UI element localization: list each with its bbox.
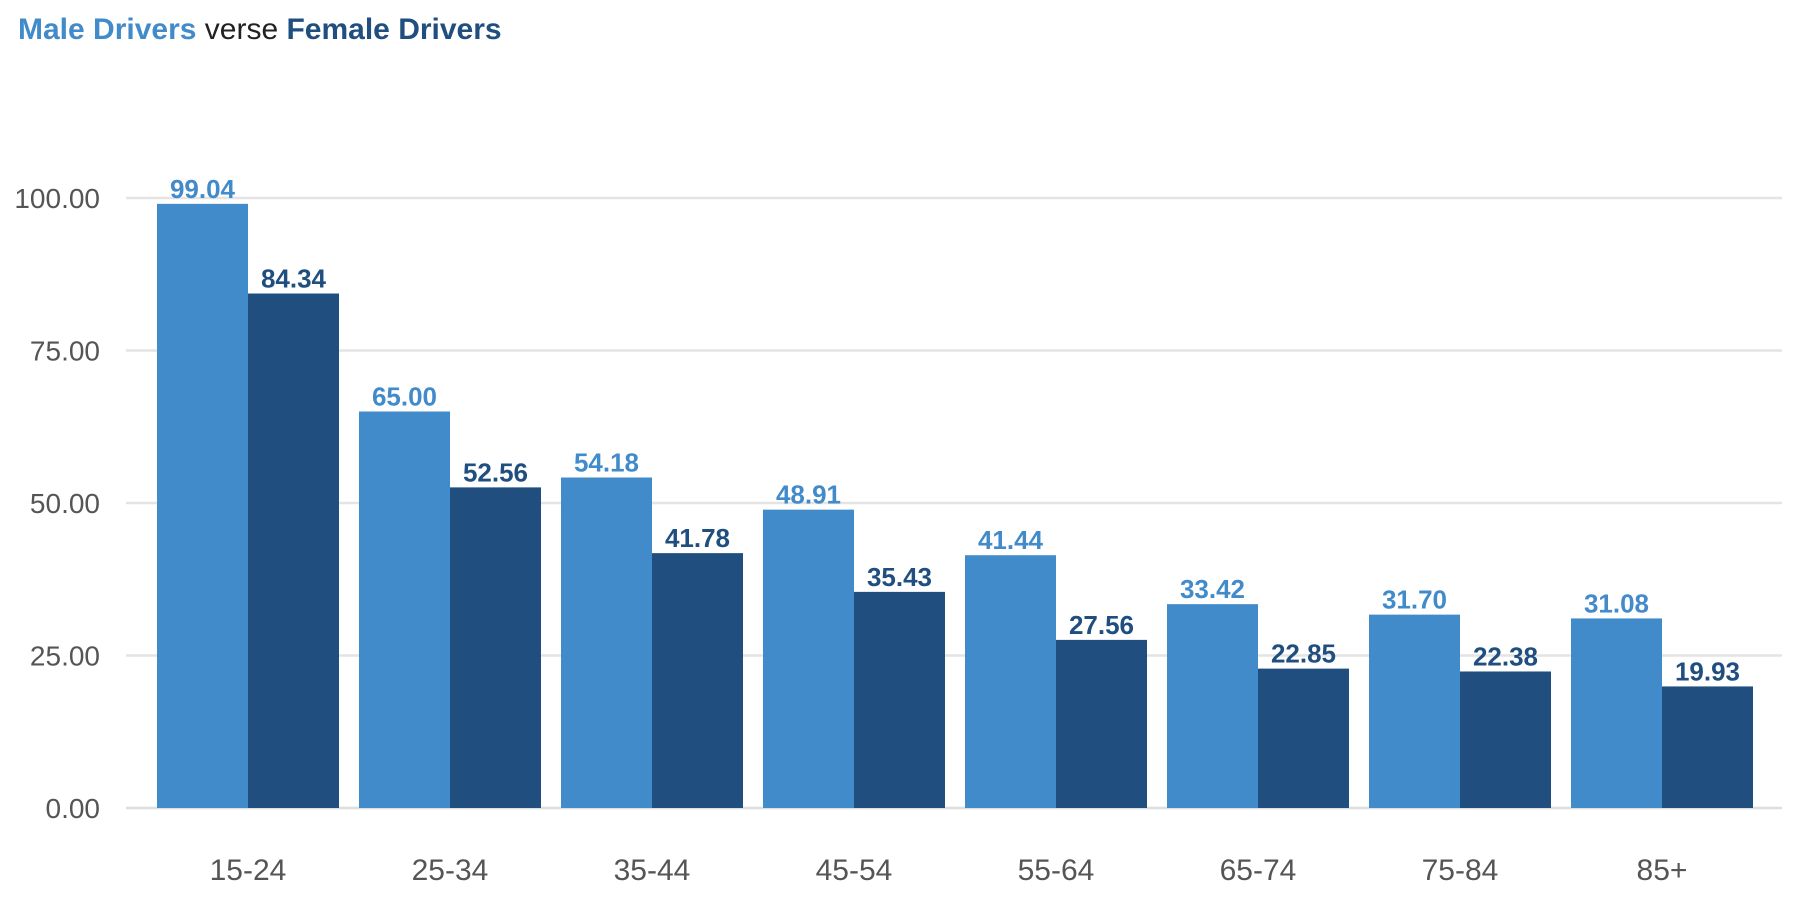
x-tick-label: 45-54 [816, 854, 893, 887]
bar-male [359, 411, 450, 808]
x-tick-label: 15-24 [210, 854, 287, 887]
data-label-male: 31.08 [1584, 588, 1649, 618]
x-tick-label: 85+ [1637, 854, 1688, 887]
bar-male [1571, 618, 1662, 808]
data-label-male: 48.91 [776, 480, 841, 510]
bar-female [1056, 639, 1147, 808]
bar-male [965, 555, 1056, 808]
bar-labels: 99.04 84.34 65.00 52.56 54.18 41.78 48.91 35.43… [170, 174, 1740, 687]
title-verse: verse [196, 13, 287, 46]
bar-male [763, 509, 854, 808]
bar-female [1662, 686, 1753, 808]
data-label-female: 22.85 [1271, 639, 1336, 669]
bar-female [450, 487, 541, 808]
data-label-female: 52.56 [463, 457, 528, 487]
data-label-male: 54.18 [574, 448, 639, 478]
data-label-male: 99.04 [170, 174, 236, 204]
data-label-male: 65.00 [372, 382, 437, 412]
data-label-female: 84.34 [261, 264, 327, 294]
bar-male [157, 203, 248, 808]
chart-title: Male Drivers verse Female Drivers [18, 10, 502, 50]
bar-male [1369, 614, 1460, 808]
y-tick-label: 75.00 [30, 336, 100, 367]
x-tick-label: 65-74 [1220, 854, 1297, 887]
data-label-male: 33.42 [1180, 574, 1245, 604]
bar-female [652, 553, 743, 808]
data-label-female: 27.56 [1069, 610, 1134, 640]
y-tick-label: 50.00 [30, 488, 100, 519]
bar-female [1258, 668, 1349, 808]
x-tick-label: 75-84 [1422, 854, 1499, 887]
data-label-female: 22.38 [1473, 641, 1538, 671]
bar-female [854, 591, 945, 808]
data-label-male: 41.44 [978, 525, 1044, 555]
y-tick-label: 0.00 [46, 793, 101, 824]
x-axis-ticks: 15-24 25-34 35-44 45-54 55-64 65-74 75-84 85+ [210, 854, 1688, 887]
title-female-drivers: Female Drivers [286, 13, 502, 46]
title-male-drivers: Male Drivers [18, 13, 197, 46]
x-tick-label: 35-44 [614, 854, 691, 887]
data-label-male: 31.70 [1382, 585, 1447, 615]
y-axis-ticks: 0.00 25.00 50.00 75.00 100.00 [14, 183, 100, 824]
y-tick-label: 25.00 [30, 641, 100, 672]
bar-male [1167, 604, 1258, 808]
x-tick-label: 25-34 [412, 854, 489, 887]
bar-female [248, 293, 339, 808]
bars [157, 203, 1753, 808]
bar-female [1460, 671, 1551, 808]
bar-male [561, 477, 652, 808]
data-label-female: 19.93 [1675, 656, 1740, 686]
data-label-female: 35.43 [867, 562, 932, 592]
y-tick-label: 100.00 [14, 183, 100, 214]
x-tick-label: 55-64 [1018, 854, 1095, 887]
data-label-female: 41.78 [665, 523, 730, 553]
